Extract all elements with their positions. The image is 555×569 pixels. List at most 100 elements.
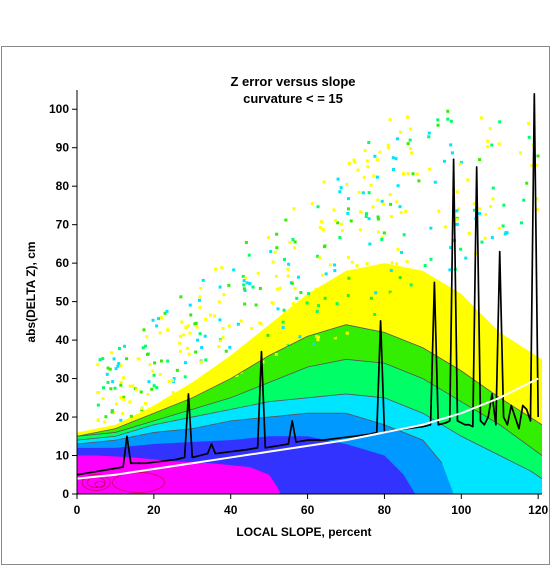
outlier-cell [243, 288, 247, 292]
y-tick-label: 40 [56, 333, 70, 347]
outlier-cell [274, 353, 278, 357]
outlier-cell [293, 310, 297, 314]
outlier-cell [455, 218, 459, 222]
outlier-cell [486, 145, 490, 149]
outlier-cell [458, 162, 462, 166]
outlier-cell [254, 303, 258, 307]
chart-frame: Z error versus slope curvature < = 15 0 2… [1, 46, 550, 565]
outlier-cell [371, 279, 375, 283]
outlier-cell [180, 320, 184, 324]
chart-svg: Z error versus slope curvature < = 15 0 2… [24, 74, 548, 539]
outlier-cell [410, 151, 414, 155]
y-tick-label: 30 [56, 372, 70, 386]
outlier-cell [316, 338, 320, 342]
outlier-cell [478, 158, 482, 162]
outlier-cell [293, 328, 297, 332]
outlier-cell [358, 322, 362, 326]
outlier-cell [286, 267, 290, 271]
outlier-cell [278, 286, 282, 290]
outlier-cell [269, 333, 273, 337]
outlier-cell [179, 295, 183, 299]
outlier-cell [455, 190, 459, 194]
contour-line-4 [76, 393, 543, 479]
outlier-cell [147, 380, 151, 384]
outlier-cell [288, 241, 292, 245]
outlier-cell [121, 412, 125, 416]
outlier-cell [362, 175, 366, 179]
outlier-cell [258, 286, 262, 290]
outlier-cell [318, 226, 322, 230]
outlier-cell [273, 250, 277, 254]
outlier-cell [405, 260, 409, 264]
outlier-cell [286, 274, 290, 278]
outlier-cell [142, 328, 146, 332]
outlier-cell [261, 360, 265, 364]
outlier-cell [479, 116, 483, 120]
outlier-cell [323, 296, 327, 300]
outlier-cell [450, 151, 454, 155]
outlier-cell [473, 208, 477, 212]
outlier-cell [241, 274, 245, 278]
outlier-cell [339, 186, 343, 190]
outlier-cell [527, 121, 531, 125]
outlier-cell [108, 367, 112, 371]
outlier-cell [119, 380, 123, 384]
outlier-cell [446, 117, 450, 121]
outlier-cell [106, 366, 110, 370]
outlier-cell [409, 127, 413, 131]
outlier-cell [143, 344, 147, 348]
outlier-cell [269, 250, 273, 254]
outlier-cell [189, 313, 193, 317]
outlier-cell [110, 351, 114, 355]
outlier-cell [199, 286, 203, 290]
outlier-cell [282, 308, 286, 312]
outlier-cell [167, 379, 171, 383]
chart-title: Z error versus slope [231, 74, 356, 89]
outlier-cell [486, 139, 490, 143]
peak-contour [81, 474, 111, 491]
outlier-cell [399, 130, 403, 134]
outlier-cell [377, 230, 381, 234]
outlier-cell [368, 242, 372, 246]
outlier-cell [322, 245, 326, 249]
outlier-cell [381, 202, 385, 206]
outlier-cell [242, 279, 246, 283]
outlier-cell [187, 387, 191, 391]
y-tick-label: 0 [62, 487, 69, 501]
outlier-cell [371, 205, 375, 209]
outlier-cell [323, 313, 327, 317]
outlier-cell [184, 326, 188, 330]
outlier-cell [244, 276, 248, 280]
outlier-cell [242, 287, 246, 291]
outlier-cell [378, 150, 382, 154]
outlier-cell [298, 335, 302, 339]
outlier-cell [296, 275, 300, 279]
outlier-cell [498, 120, 502, 124]
outlier-cell [198, 332, 202, 336]
outlier-cell [165, 309, 169, 313]
outlier-cell [293, 287, 297, 291]
outlier-cell [417, 179, 421, 183]
outlier-cell [324, 272, 328, 276]
outlier-cell [478, 211, 482, 215]
outlier-cell [201, 278, 205, 282]
outlier-cell [185, 392, 189, 396]
outlier-cell [299, 291, 303, 295]
outlier-cell [315, 309, 319, 313]
outlier-cell [314, 287, 318, 291]
outlier-cell [125, 357, 129, 361]
outlier-cell [322, 180, 326, 184]
outlier-cell [353, 284, 357, 288]
outlier-cell [159, 359, 163, 363]
outlier-cell [227, 324, 231, 328]
outlier-cell [282, 257, 286, 261]
outlier-cell [395, 200, 399, 204]
outlier-cell [165, 328, 169, 332]
outlier-cell [490, 143, 494, 147]
outlier-cell [338, 236, 342, 240]
outlier-cell [208, 313, 212, 317]
outlier-cell [454, 222, 458, 226]
outlier-cell [429, 257, 433, 261]
outlier-cell [312, 342, 316, 346]
y-tick-label: 100 [49, 102, 69, 116]
